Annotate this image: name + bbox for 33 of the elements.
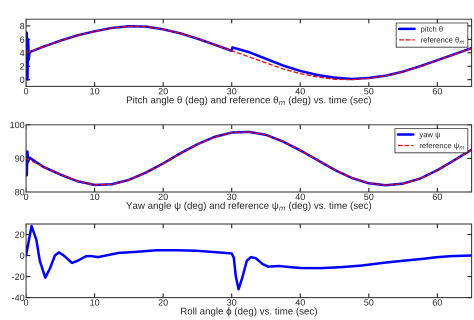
y-tick-label: -40 [12,294,24,301]
x-tick-label: 50 [364,88,374,94]
y-tick-label: 80 [15,188,24,196]
x-tick-label: 60 [432,88,442,94]
y-tick-label: 8 [20,22,24,30]
x-axis-title: Yaw angle ψ (deg) and reference ψ$_{m}$ (deg) vs. time (sec) [126,202,372,211]
x-tick-label: 40 [295,299,305,306]
x-tick-label: 40 [295,194,305,200]
y-tick-label: -20 [12,274,24,280]
y-tick-label: 2 [20,63,24,70]
x-tick-label: 60 [432,194,442,200]
x-tick-label: 60 [432,299,442,306]
x-axis-title: Roll angle ϕ (deg) vs. time (sec) [181,307,317,316]
x-tick-label: 30 [227,88,236,94]
x-tick-label: 10 [90,299,100,306]
x-tick-label: 20 [158,299,168,306]
x-tick-label: 50 [364,194,374,200]
y-tick-label: 90 [15,155,24,162]
x-tick-label: 30 [227,194,236,200]
x-tick-label: 40 [295,88,305,94]
x-tick-label: 10 [90,194,100,200]
y-tick-label: 20 [15,231,24,238]
x-tick-label: 30 [227,299,236,306]
x-tick-label: 50 [364,299,374,306]
y-tick-label: 4 [20,50,24,56]
x-tick-label: 20 [158,194,168,200]
x-tick-label: 20 [158,88,168,94]
y-tick-label: 0 [20,76,24,84]
y-tick-label: 0 [20,252,24,259]
x-axis-title: Pitch angle θ (deg) and reference θ$_{m}$ (deg) vs. time (sec) [126,96,371,106]
y-tick-label: 100 [10,122,24,128]
x-tick-label: 10 [90,88,100,94]
y-tick-label: 6 [20,36,24,43]
